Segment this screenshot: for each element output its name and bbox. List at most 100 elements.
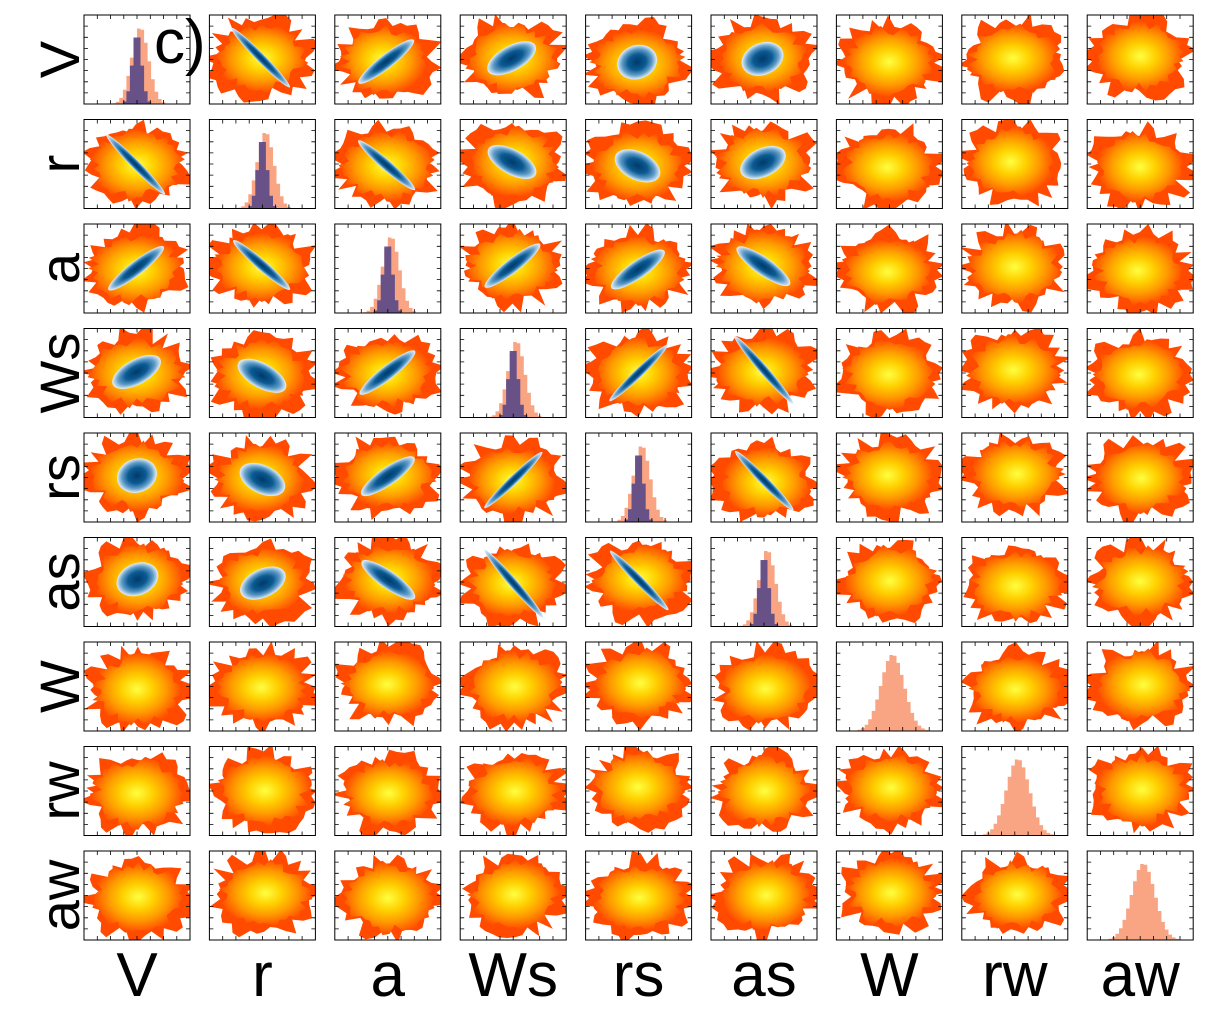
histogram-prior (836, 655, 943, 731)
x-axis-label-as: as (731, 941, 796, 1010)
density-core (965, 23, 1061, 93)
cell-Ws-vs-rs (585, 328, 693, 418)
cell-Ws-vs-a (334, 328, 442, 418)
cell-W-vs-as (710, 641, 818, 732)
cell-Ws-vs-Ws (459, 328, 567, 418)
cell-a-vs-aw (1086, 223, 1194, 314)
cell-r-vs-as (710, 119, 818, 209)
histogram-posterior (711, 560, 817, 627)
density-core (970, 438, 1064, 510)
cell-rw-vs-rs (585, 746, 693, 836)
posterior-contour (740, 145, 786, 180)
cell-a-vs-Ws (459, 223, 567, 314)
posterior-contour (614, 149, 661, 183)
histogram-posterior (334, 246, 441, 313)
cell-r-vs-V (83, 119, 191, 209)
density-core (468, 756, 562, 827)
cell-aw-vs-rs (585, 850, 693, 941)
density-core (717, 754, 812, 828)
histogram-posterior (209, 142, 316, 209)
cell-V-vs-a (334, 14, 442, 105)
density-core (1095, 131, 1185, 203)
posterior-contour (361, 559, 416, 600)
density-core (1092, 339, 1186, 410)
cell-a-vs-rw (961, 223, 1069, 314)
density-core (968, 655, 1063, 723)
posterior-contour (484, 549, 544, 618)
posterior-contour (231, 27, 291, 88)
cell-rw-vs-V (83, 746, 191, 836)
posterior-contour (484, 451, 543, 509)
posterior-contour (487, 144, 537, 180)
posterior-contour (609, 550, 669, 611)
cell-a-vs-V (83, 223, 191, 314)
x-axis-label-V: V (116, 941, 158, 1010)
cell-rw-vs-a (334, 746, 442, 836)
cell-as-vs-as (710, 537, 818, 627)
density-core (972, 860, 1063, 929)
density-core (594, 647, 686, 719)
posterior-contour (239, 462, 286, 497)
posterior-contour (232, 239, 291, 290)
y-axis-label-W: W (28, 660, 91, 713)
panel-label: c) (154, 8, 206, 77)
cell-a-vs-W (835, 223, 943, 314)
posterior-contour (237, 358, 287, 393)
cell-W-vs-rs (585, 641, 693, 732)
cell-V-vs-r (208, 14, 316, 105)
cell-V-vs-Ws (459, 14, 567, 105)
x-axis-label-a: a (371, 941, 406, 1010)
cell-Ws-vs-aw (1086, 328, 1194, 418)
posterior-contour (741, 41, 784, 76)
density-core (90, 756, 184, 830)
posterior-contour (106, 134, 166, 195)
density-core (721, 860, 812, 931)
posterior-contour (609, 344, 668, 402)
density-core (214, 653, 308, 722)
cell-as-vs-r (208, 537, 316, 627)
cell-aw-vs-Ws (459, 850, 567, 941)
cell-Ws-vs-as (710, 328, 818, 418)
density-core (966, 334, 1061, 406)
cell-rs-vs-rw (961, 432, 1069, 523)
cell-a-vs-a (334, 223, 442, 314)
density-core (841, 239, 934, 305)
posterior-contour (360, 456, 415, 497)
density-core (967, 229, 1063, 304)
posterior-contour (240, 566, 286, 600)
density-core (466, 650, 563, 724)
density-core (343, 759, 434, 828)
density-core (840, 132, 935, 202)
y-axis-label-a: a (28, 252, 91, 284)
x-axis-label-rs: rs (613, 941, 665, 1010)
histogram-prior (961, 759, 1068, 836)
posterior-contour (108, 246, 165, 291)
cell-aw-vs-as (710, 850, 818, 941)
cell-rw-vs-rw (961, 746, 1069, 836)
cell-aw-vs-W (835, 850, 943, 941)
density-core (843, 26, 936, 98)
cell-V-vs-rs (585, 14, 693, 105)
cell-r-vs-r (208, 119, 316, 209)
x-axis-label-Ws: Ws (468, 941, 558, 1010)
y-axis-label-rs: rs (28, 454, 91, 501)
cell-W-vs-Ws (459, 641, 567, 732)
cell-W-vs-a (334, 641, 442, 732)
cell-rs-vs-W (835, 432, 943, 523)
y-axis-label-V: V (28, 40, 91, 78)
posterior-contour (610, 249, 665, 290)
cell-aw-vs-a (334, 850, 442, 941)
density-core (92, 652, 182, 726)
cell-r-vs-aw (1086, 119, 1194, 209)
cell-as-vs-Ws (459, 537, 567, 627)
density-core (845, 753, 937, 823)
density-core (1094, 752, 1189, 827)
cell-as-vs-aw (1086, 537, 1194, 627)
cell-Ws-vs-W (835, 328, 943, 418)
density-core (217, 754, 312, 827)
cell-rs-vs-r (208, 432, 316, 523)
cell-Ws-vs-rw (961, 328, 1069, 418)
histogram-posterior (460, 351, 567, 418)
y-axis-label-rw: rw (28, 761, 91, 821)
density-core (966, 125, 1055, 198)
